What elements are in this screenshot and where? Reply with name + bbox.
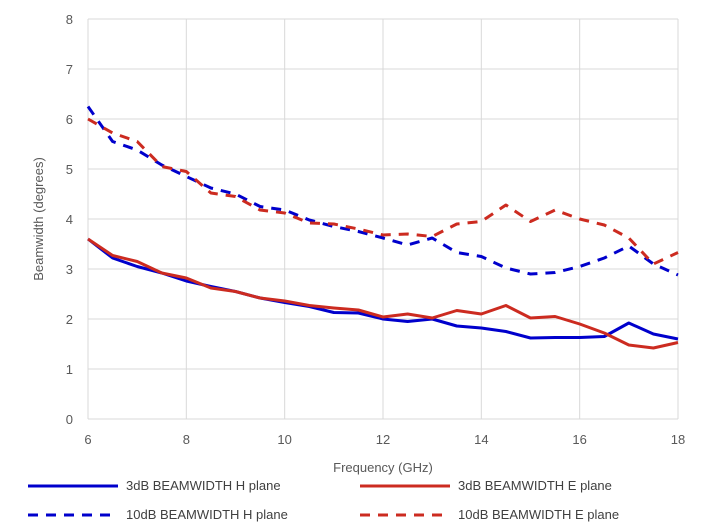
legend-label: 3dB BEAMWIDTH H plane (126, 478, 281, 493)
y-axis-title: Beamwidth (degrees) (31, 157, 46, 281)
series-line-3 (86, 105, 679, 277)
series-lines (86, 105, 679, 350)
x-tick-label: 6 (84, 432, 91, 447)
x-tick-label: 10 (277, 432, 291, 447)
y-tick-label: 3 (66, 262, 73, 277)
y-tick-labels: 0 1 2 3 4 5 6 7 8 (66, 12, 73, 427)
legend-label: 3dB BEAMWIDTH E plane (458, 478, 612, 493)
legend-label: 10dB BEAMWIDTH E plane (458, 507, 619, 522)
y-tick-label: 8 (66, 12, 73, 27)
y-tick-label: 1 (66, 362, 73, 377)
y-tick-label: 5 (66, 162, 73, 177)
legend-label: 10dB BEAMWIDTH H plane (126, 507, 288, 522)
y-tick-label: 7 (66, 62, 73, 77)
y-tick-label: 6 (66, 112, 73, 127)
x-tick-label: 18 (671, 432, 685, 447)
y-tick-label: 2 (66, 312, 73, 327)
x-tick-labels: 6 8 10 12 14 16 18 (84, 432, 685, 447)
y-tick-label: 0 (66, 412, 73, 427)
x-tick-label: 12 (376, 432, 390, 447)
x-tick-label: 8 (183, 432, 190, 447)
series-line-4 (87, 117, 679, 266)
x-tick-label: 16 (572, 432, 586, 447)
y-tick-label: 4 (66, 212, 73, 227)
x-tick-label: 14 (474, 432, 488, 447)
series-line-1 (87, 237, 679, 341)
x-axis-title: Frequency (GHz) (333, 460, 433, 475)
legend: 3dB BEAMWIDTH H plane 3dB BEAMWIDTH E pla… (28, 478, 619, 522)
series-line-2 (87, 237, 679, 350)
